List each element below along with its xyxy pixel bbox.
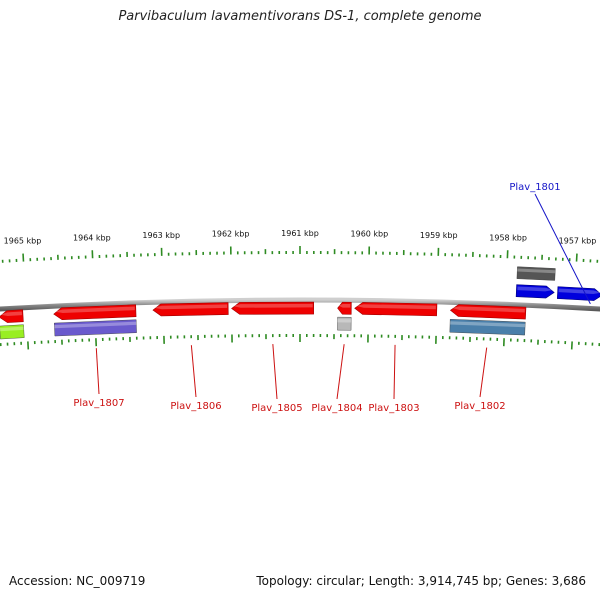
reverse-gene-arrow: [152, 302, 229, 317]
gene-label: Plav_1801: [509, 182, 560, 193]
feature-highlight: [54, 321, 137, 329]
gene-label: Plav_1807: [73, 398, 124, 409]
accession-text: Accession: NC_009719: [9, 574, 146, 588]
reverse-gene-arrow: [337, 301, 352, 315]
gene-label-leader: [272, 344, 278, 400]
tick-label-group: 1965 kbp 1964 kbp 1963 kbp 1962 kbp 1961 kbp…: [4, 229, 597, 246]
gene-highlight: [558, 288, 600, 294]
gene-track: [0, 284, 600, 323]
tick-label: 1963 kbp: [142, 231, 180, 240]
gene-highlight: [0, 311, 22, 316]
reverse-gene-arrow: [354, 302, 438, 317]
tick-label: 1959 kbp: [420, 231, 458, 240]
genome-title: Parvibaculum lavamentivorans DS-1, compl…: [118, 9, 482, 24]
gene-highlight: [355, 304, 436, 310]
feature-box: [516, 266, 556, 281]
gene-label-leader: [336, 344, 345, 400]
feature-highlight: [450, 321, 526, 328]
gene-highlight: [517, 286, 554, 292]
tick-label: 1958 kbp: [489, 233, 527, 242]
gene-label-leader: [190, 345, 197, 398]
inner-tick-ruler: [0, 334, 600, 350]
feature-highlight: [0, 326, 24, 332]
feature-box: [337, 316, 352, 331]
tick-label: 1957 kbp: [559, 237, 597, 246]
tick-label: 1964 kbp: [73, 233, 111, 242]
gene-highlight: [451, 306, 525, 313]
gene-highlight: [54, 306, 135, 314]
outer-tick-ruler: [1, 246, 599, 263]
feature-box: [0, 324, 25, 340]
reverse-gene-arrow: [231, 301, 314, 315]
feature-box: [54, 319, 137, 337]
feature-highlight: [517, 268, 556, 274]
gene-label: Plav_1806: [170, 401, 221, 412]
gene-label-leader: [95, 348, 100, 395]
tick-label: 1965 kbp: [4, 237, 42, 246]
reverse-gene-arrow: [53, 304, 137, 320]
forward-gene-arrow: [556, 286, 600, 301]
gene-highlight: [153, 304, 228, 310]
gene-label: Plav_1803: [368, 403, 419, 414]
forward-gene-arrow: [515, 284, 555, 299]
tick-label: 1961 kbp: [281, 229, 319, 238]
gene-label: Plav_1804: [311, 403, 362, 414]
tick-label: 1962 kbp: [212, 229, 250, 238]
genome-summary-text: Topology: circular; Length: 3,914,745 bp…: [256, 574, 586, 588]
gene-label: Plav_1805: [251, 403, 302, 414]
gene-highlight: [232, 303, 313, 308]
reverse-gene-arrow: [0, 309, 24, 323]
gene-label-leader: [393, 344, 396, 400]
feature-box: [449, 319, 526, 336]
feature-track: [0, 266, 556, 340]
gene-highlight: [338, 303, 351, 308]
gene-label-leader: [534, 193, 591, 305]
gene-label-group: Plav_1801 Plav_1802 Plav_1803 Plav_1804 Plav…: [73, 182, 591, 414]
genome-backbone: [0, 297, 600, 312]
gene-label-leader: [479, 347, 488, 398]
tick-label: 1960 kbp: [351, 229, 389, 238]
gene-label: Plav_1802: [454, 401, 505, 412]
feature-highlight: [337, 319, 352, 323]
reverse-gene-arrow: [449, 304, 527, 320]
